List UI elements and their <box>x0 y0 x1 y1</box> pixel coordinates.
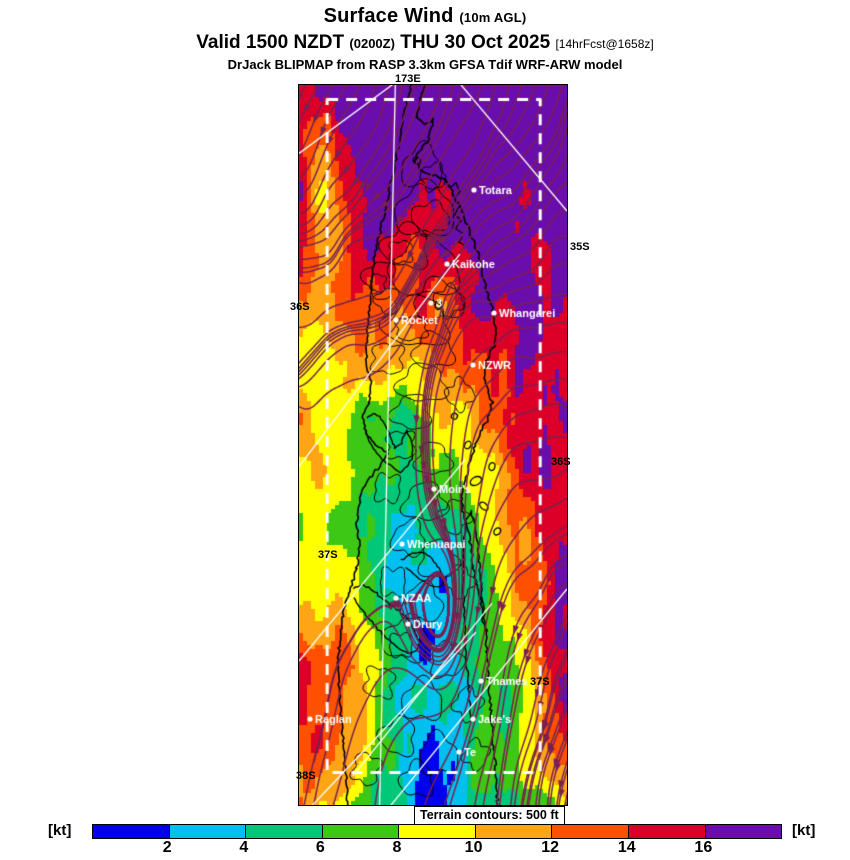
colorbar-segment-0 <box>93 825 170 838</box>
colorbar-legend: [kt] [kt] 2 4 6 8 10 12 14 16 <box>0 820 850 860</box>
colorbar-tick-2: 2 <box>162 839 172 856</box>
weather-map[interactable] <box>298 84 568 806</box>
colorbar-unit-left: [kt] <box>48 822 72 839</box>
wind-speed-heatmap <box>299 85 567 805</box>
colorbar-segment-1 <box>169 825 247 838</box>
colorbar-tick-12: 12 <box>541 839 560 856</box>
graticule-label-36S: 36S <box>551 456 571 468</box>
colorbar-tick-10: 10 <box>464 839 483 856</box>
title-subtext: (10m AGL) <box>459 10 527 25</box>
valid-time-utc: (0200Z) <box>349 36 395 51</box>
header: Surface Wind (10m AGL) Valid 1500 NZDT (… <box>0 0 850 72</box>
graticule-label-37S: 37S <box>318 549 338 561</box>
model-source: DrJack BLIPMAP from RASP 3.3km GFSA Tdif… <box>227 57 623 72</box>
colorbar-tick-14: 14 <box>617 839 636 856</box>
valid-time-line: Valid 1500 NZDT (0200Z) THU 30 Oct 2025 … <box>0 32 850 54</box>
graticule-label-173E: 173E <box>395 73 421 85</box>
graticule-label-35S: 35S <box>570 241 590 253</box>
colorbar-tick-8: 8 <box>392 839 402 856</box>
forecast-tag: [14hrFcst@1658z] <box>555 37 654 51</box>
colorbar-segment-7 <box>628 825 706 838</box>
colorbar-scale <box>92 824 782 839</box>
colorbar-segment-6 <box>552 825 629 838</box>
valid-date: THU 30 Oct 2025 <box>400 32 551 53</box>
colorbar-tick-4: 4 <box>239 839 249 856</box>
colorbar-unit-right: [kt] <box>792 822 816 839</box>
colorbar-segment-4 <box>399 825 476 838</box>
valid-time: Valid 1500 NZDT <box>196 32 345 53</box>
page-title: Surface Wind (10m AGL) <box>0 5 850 28</box>
colorbar-tick-16: 16 <box>694 839 713 856</box>
title-text: Surface Wind <box>323 5 454 27</box>
colorbar-segment-2 <box>246 825 323 838</box>
graticule-label-36S: 36S <box>290 301 310 313</box>
colorbar-segment-8 <box>705 825 782 838</box>
graticule-label-37S: 37S <box>530 676 550 688</box>
graticule-label-38S: 38S <box>296 770 316 782</box>
colorbar-tick-6: 6 <box>315 839 325 856</box>
terrain-contour-legend: Terrain contours: 500 ft <box>414 806 565 826</box>
colorbar-segment-3 <box>322 825 400 838</box>
colorbar-segment-5 <box>475 825 553 838</box>
